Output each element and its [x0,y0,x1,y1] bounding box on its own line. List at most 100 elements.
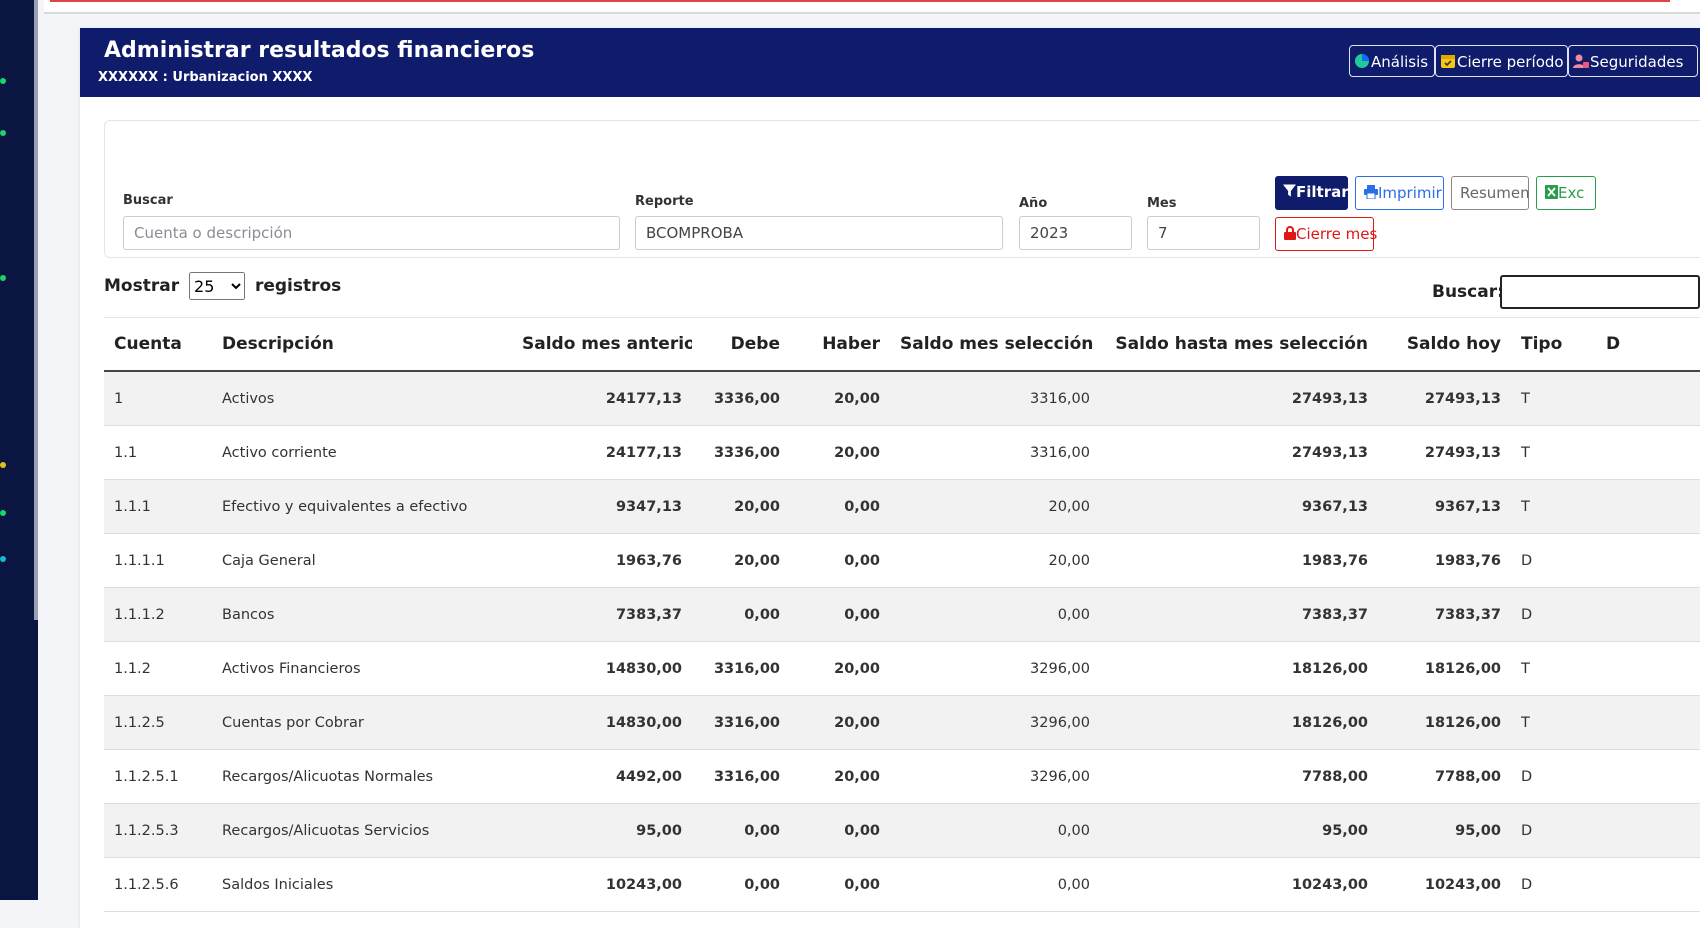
credit-cell: 20,00 [790,695,890,750]
analysis-button[interactable]: Análisis [1349,45,1435,77]
filter-icon [1283,184,1296,197]
account-cell: 1.1.2 [104,641,212,696]
prev-balance-cell[interactable]: 7383,37 [512,587,692,642]
today-balance-cell: 7788,00 [1378,749,1511,804]
description-cell: Bancos [212,587,512,642]
sidebar-scrollbar[interactable] [34,0,38,620]
top-bar [44,0,1700,14]
extra-cell [1596,857,1700,912]
table-row[interactable]: 1 Activos 24177,13 3336,00 20,00 3316,00… [104,371,1700,426]
account-cell: 1 [104,371,212,426]
security-button[interactable]: Seguridades [1568,45,1698,77]
debit-cell: 3316,00 [692,749,790,804]
filter-panel: Buscar Cuenta o descripción Reporte BCOM… [104,120,1700,258]
cumulative-balance-cell: 18126,00 [1100,695,1378,750]
table-row[interactable]: 1.1.2.5.1 Recargos/Alicuotas Normales 44… [104,749,1700,804]
search-input[interactable]: Cuenta o descripción [123,216,620,250]
debit-cell: 3316,00 [692,641,790,696]
month-balance-cell: 20,00 [890,533,1100,588]
today-balance-cell: 1983,76 [1378,533,1511,588]
credit-cell: 0,00 [790,587,890,642]
prev-balance-cell[interactable]: 4492,00 [512,749,692,804]
print-button[interactable]: Imprimir [1355,176,1444,210]
cumulative-balance-cell: 95,00 [1100,803,1378,858]
sidebar-icon[interactable] [0,556,6,562]
extra-cell [1596,803,1700,858]
report-input[interactable]: BCOMPROBA [635,216,1003,250]
account-cell: 1.1.2.5 [104,695,212,750]
close-month-label: Cierre mes [1296,225,1378,243]
prev-balance-cell[interactable]: 9347,13 [512,479,692,534]
summary-button[interactable]: Resumen [1451,176,1530,210]
filter-button[interactable]: Filtrar [1275,176,1349,210]
prev-balance-cell[interactable]: 95,00 [512,803,692,858]
prev-balance-cell[interactable]: 24177,13 [512,425,692,480]
prev-balance-cell[interactable]: 1963,76 [512,533,692,588]
debit-cell: 0,00 [692,857,790,912]
account-cell: 1.1.2.5.3 [104,803,212,858]
table-header-row: Cuenta Descripción Saldo mes anterior De… [104,317,1700,372]
table-row[interactable]: 1.1 Activo corriente 24177,13 3336,00 20… [104,425,1700,480]
table-row[interactable]: 1.1.1.1 Caja General 1963,76 20,00 0,00 … [104,533,1700,588]
month-balance-cell: 0,00 [890,857,1100,912]
col-debit[interactable]: Debe [692,317,790,372]
col-prev-balance[interactable]: Saldo mes anterior [512,317,692,372]
excel-button[interactable]: Exc [1536,176,1596,210]
type-cell: D [1511,587,1596,642]
cumulative-balance-cell: 9367,13 [1100,479,1378,534]
type-cell: T [1511,425,1596,480]
today-balance-cell: 18126,00 [1378,695,1511,750]
col-cumulative-balance[interactable]: Saldo hasta mes selección [1100,317,1378,372]
extra-cell [1596,479,1700,534]
today-balance-cell: 10243,00 [1378,857,1511,912]
debit-cell: 20,00 [692,479,790,534]
col-description[interactable]: Descripción [212,317,512,372]
period-close-label: Cierre período [1457,53,1564,71]
sidebar-icon[interactable] [0,78,6,84]
description-cell: Recargos/Alicuotas Normales [212,749,512,804]
report-label: Reporte [635,194,694,209]
table-row[interactable]: 1.1.1.2 Bancos 7383,37 0,00 0,00 0,00 73… [104,587,1700,642]
page-size-select[interactable]: 25 [189,272,246,300]
prev-balance-cell[interactable]: 14830,00 [512,695,692,750]
results-table: Cuenta Descripción Saldo mes anterior De… [104,317,1700,912]
table-search-input[interactable] [1500,275,1700,309]
col-month-balance[interactable]: Saldo mes selección [890,317,1100,372]
table-row[interactable]: 1.1.2 Activos Financieros 14830,00 3316,… [104,641,1700,696]
col-credit[interactable]: Haber [790,317,890,372]
debit-cell: 0,00 [692,803,790,858]
today-balance-cell: 27493,13 [1378,425,1511,480]
sidebar-icon[interactable] [0,130,6,136]
table-row[interactable]: 1.1.2.5.6 Saldos Iniciales 10243,00 0,00… [104,857,1700,912]
col-today-balance[interactable]: Saldo hoy [1378,317,1511,372]
month-balance-cell: 3316,00 [890,371,1100,426]
sidebar-icon[interactable] [0,462,6,468]
pie-chart-icon [1355,54,1369,68]
table-row[interactable]: 1.1.2.5.3 Recargos/Alicuotas Servicios 9… [104,803,1700,858]
prev-balance-cell[interactable]: 14830,00 [512,641,692,696]
prev-balance-cell[interactable]: 24177,13 [512,371,692,426]
col-account[interactable]: Cuenta [104,317,212,372]
close-month-button[interactable]: Cierre mes [1275,217,1378,251]
col-extra[interactable]: D [1596,317,1700,372]
sidebar-icon[interactable] [0,510,6,516]
today-balance-cell: 95,00 [1378,803,1511,858]
month-balance-cell: 3316,00 [890,425,1100,480]
col-type[interactable]: Tipo [1511,317,1596,372]
year-input[interactable]: 2023 [1019,216,1132,250]
cumulative-balance-cell: 7788,00 [1100,749,1378,804]
year-label: Año [1019,196,1048,211]
today-balance-cell: 9367,13 [1378,479,1511,534]
month-balance-cell: 3296,00 [890,695,1100,750]
month-input[interactable]: 7 [1147,216,1260,250]
table-row[interactable]: 1.1.1 Efectivo y equivalentes a efectivo… [104,479,1700,534]
period-close-button[interactable]: Cierre período [1435,45,1568,77]
type-cell: D [1511,857,1596,912]
table-row[interactable]: 1.1.2.5 Cuentas por Cobrar 14830,00 3316… [104,695,1700,750]
debit-cell: 3336,00 [692,371,790,426]
sidebar-icon[interactable] [0,275,6,281]
cumulative-balance-cell: 27493,13 [1100,371,1378,426]
type-cell: D [1511,533,1596,588]
prev-balance-cell[interactable]: 10243,00 [512,857,692,912]
debit-cell: 3336,00 [692,425,790,480]
